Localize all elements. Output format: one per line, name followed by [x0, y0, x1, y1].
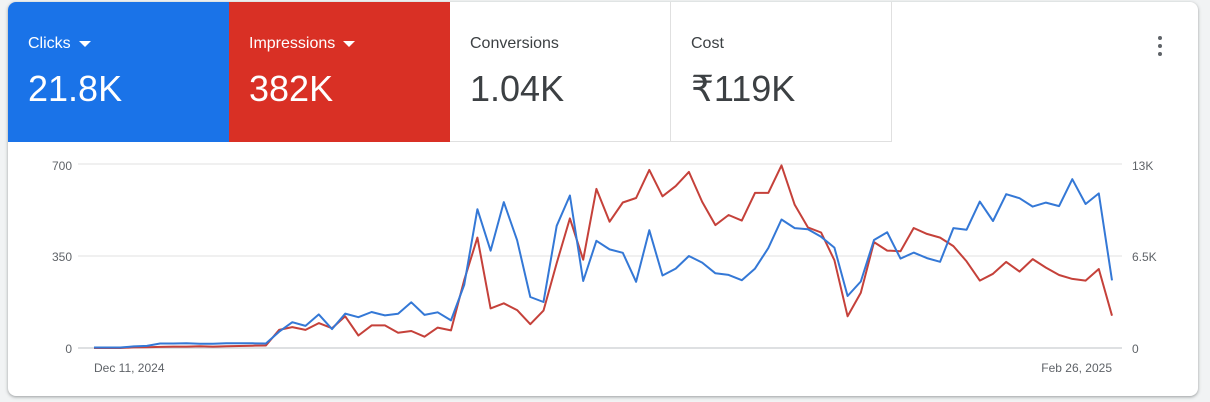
- menu-dot: [1158, 36, 1162, 40]
- left-tick-label: 0: [65, 342, 72, 356]
- more-vert-icon[interactable]: [1152, 34, 1168, 58]
- metric-tile-conversions[interactable]: Conversions 1.04K: [450, 2, 671, 142]
- x-axis: Dec 11, 2024 Feb 26, 2025: [94, 361, 1112, 375]
- x-tick-label: Dec 11, 2024: [94, 361, 165, 375]
- metric-label-clicks: Clicks: [28, 35, 91, 53]
- left-tick-label: 350: [52, 250, 72, 264]
- left-tick-label: 700: [52, 159, 72, 173]
- metric-label-conversions: Conversions: [470, 35, 559, 52]
- line-chart: 700 350 0 13K 6.5K 0 Dec 11, 2024 Feb 26…: [52, 159, 1157, 375]
- metric-tile-clicks[interactable]: Clicks 21.8K: [8, 2, 229, 142]
- metric-label-cost: Cost: [691, 35, 724, 52]
- left-axis: 700 350 0: [52, 159, 72, 356]
- metric-tile-impressions[interactable]: Impressions 382K: [229, 2, 450, 142]
- right-tick-label: 13K: [1132, 159, 1153, 173]
- metric-value-clicks: 21.8K: [28, 68, 123, 109]
- grid-lines: [78, 163, 1122, 349]
- right-tick-label: 6.5K: [1132, 250, 1157, 264]
- arrow-drop-down-icon[interactable]: [78, 41, 91, 47]
- metric-value-cost: ₹119K: [691, 68, 796, 109]
- right-axis: 13K 6.5K 0: [1132, 159, 1157, 356]
- metric-name-impressions: Impressions: [249, 35, 336, 52]
- metric-value-conversions: 1.04K: [470, 68, 565, 109]
- arrow-drop-down-icon[interactable]: [343, 41, 356, 47]
- metric-label-impressions: Impressions: [249, 35, 356, 53]
- series-line-impressions: [94, 164, 1113, 349]
- menu-dot: [1158, 52, 1162, 56]
- right-tick-label: 0: [1132, 342, 1139, 356]
- menu-dot: [1158, 44, 1162, 48]
- metric-name-clicks: Clicks: [28, 35, 71, 52]
- metric-tiles: Clicks 21.8K Impressions 382K Conversion…: [8, 2, 892, 142]
- series-layer: [94, 164, 1113, 349]
- metric-value-impressions: 382K: [249, 68, 334, 109]
- performance-card: Clicks 21.8K Impressions 382K Conversion…: [8, 2, 1198, 396]
- series-line-clicks: [94, 178, 1113, 349]
- x-tick-label: Feb 26, 2025: [1041, 361, 1112, 375]
- metric-tile-cost[interactable]: Cost ₹119K: [671, 2, 892, 142]
